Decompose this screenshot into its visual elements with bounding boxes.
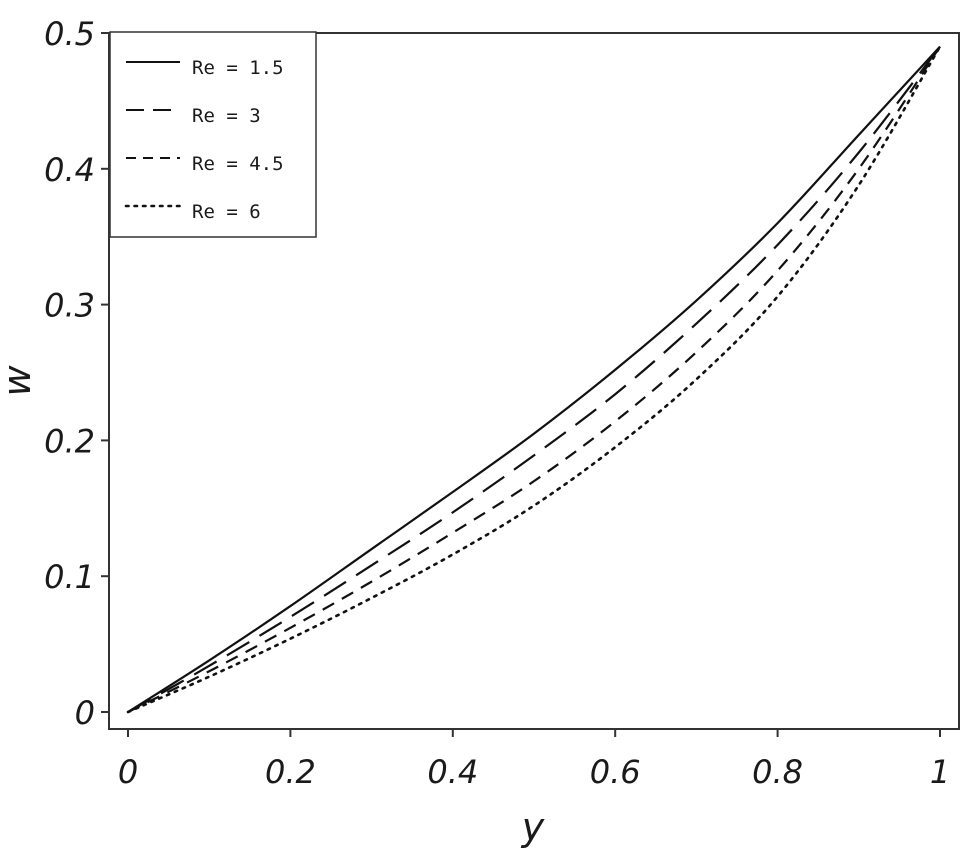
x-tick-label: 0.4 xyxy=(427,753,478,791)
x-tick-label: 0.6 xyxy=(590,753,641,791)
legend-item-3: Re = 4.5 xyxy=(126,153,284,175)
legend: Re = 1.5 Re = 3 Re = 4.5 Re = 6 xyxy=(109,31,317,238)
legend-box xyxy=(109,31,317,238)
series-line-2 xyxy=(127,45,941,713)
x-tick-label: 0.8 xyxy=(752,753,803,791)
y-tick-label: 0.3 xyxy=(44,287,95,325)
y-tick-label: 0.4 xyxy=(44,151,95,189)
series-line-4 xyxy=(126,45,942,714)
x-tick-label: 0.2 xyxy=(265,753,316,791)
y-tick-label: 0.1 xyxy=(44,558,95,596)
legend-label: Re = 1.5 xyxy=(192,57,284,79)
legend-item-2: Re = 3 xyxy=(126,105,261,127)
x-tick-label: 1 xyxy=(930,753,950,791)
legend-label: Re = 6 xyxy=(192,201,261,223)
y-tick-label: 0.2 xyxy=(44,422,95,460)
x-tick-label: 0 xyxy=(118,753,138,791)
ticks-layer: 0 0.2 0.4 0.6 0.8 1 0 0.1 0.2 0.3 0.4 0.5 xyxy=(44,15,950,791)
x-axis-title: y xyxy=(521,805,545,849)
legend-item-1: Re = 1.5 xyxy=(126,57,284,79)
y-tick-label: 0 xyxy=(75,694,95,732)
legend-item-4: Re = 6 xyxy=(124,201,261,223)
series-line-1 xyxy=(127,45,941,713)
y-tick-label: 0.5 xyxy=(44,15,95,53)
legend-label: Re = 4.5 xyxy=(192,153,284,175)
plot-frame xyxy=(108,32,960,730)
y-axis-title: w xyxy=(0,365,39,397)
legend-label: Re = 3 xyxy=(192,105,261,127)
series-layer xyxy=(126,45,942,714)
series-line-3 xyxy=(127,45,941,713)
